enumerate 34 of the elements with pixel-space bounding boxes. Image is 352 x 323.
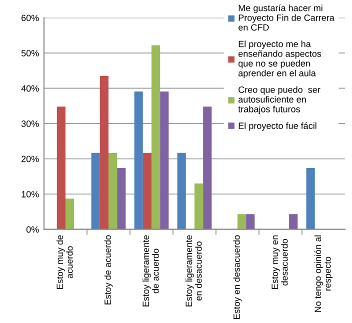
bar [160,91,169,230]
bar [91,152,100,230]
y-tick-label: 20% [22,156,39,162]
bar [306,168,315,230]
bar [194,183,204,230]
legend-label: Me gustaría hacer mi Proyecto Fin de Carrera en CFD [238,4,334,31]
y-tick-label: 10% [22,191,39,198]
bar [237,214,246,230]
x-tick-label: Estoy ligeramente de acuerdo [142,235,159,306]
bar [151,45,160,230]
bar [100,76,108,230]
bar [246,214,255,230]
bar [134,91,143,230]
legend-label: El proyecto me ha enseñando aspectos que no se pueden aprender en el aula [238,40,322,78]
y-tick-label: 30% [21,120,39,127]
legend-label: El proyecto fue fácil [238,122,316,131]
x-tick-label: No tengo opinión al respecto [314,235,333,312]
bar [203,106,212,230]
x-tick-label: Estoy muy en desacuerdo [272,235,288,289]
bar [117,168,126,230]
bar [289,214,298,230]
bar [65,198,74,230]
y-tick-label: 50% [21,50,39,56]
x-tick-label: Estoy en desacuerdo [233,235,242,319]
bar [56,106,66,230]
bar [142,152,152,230]
legend-label: Creo que puedo ser autosuficiente en trabajos futuros [238,86,320,114]
y-tick-label: 40% [21,85,39,92]
y-tick-label: 60% [22,14,39,22]
x-tick-label: Estoy muy de acuerdo [56,235,73,289]
bar [108,152,118,230]
x-tick-label: Estoy de acuerdo [104,235,113,304]
bar [177,152,186,230]
y-tick-label: 0% [26,226,39,233]
